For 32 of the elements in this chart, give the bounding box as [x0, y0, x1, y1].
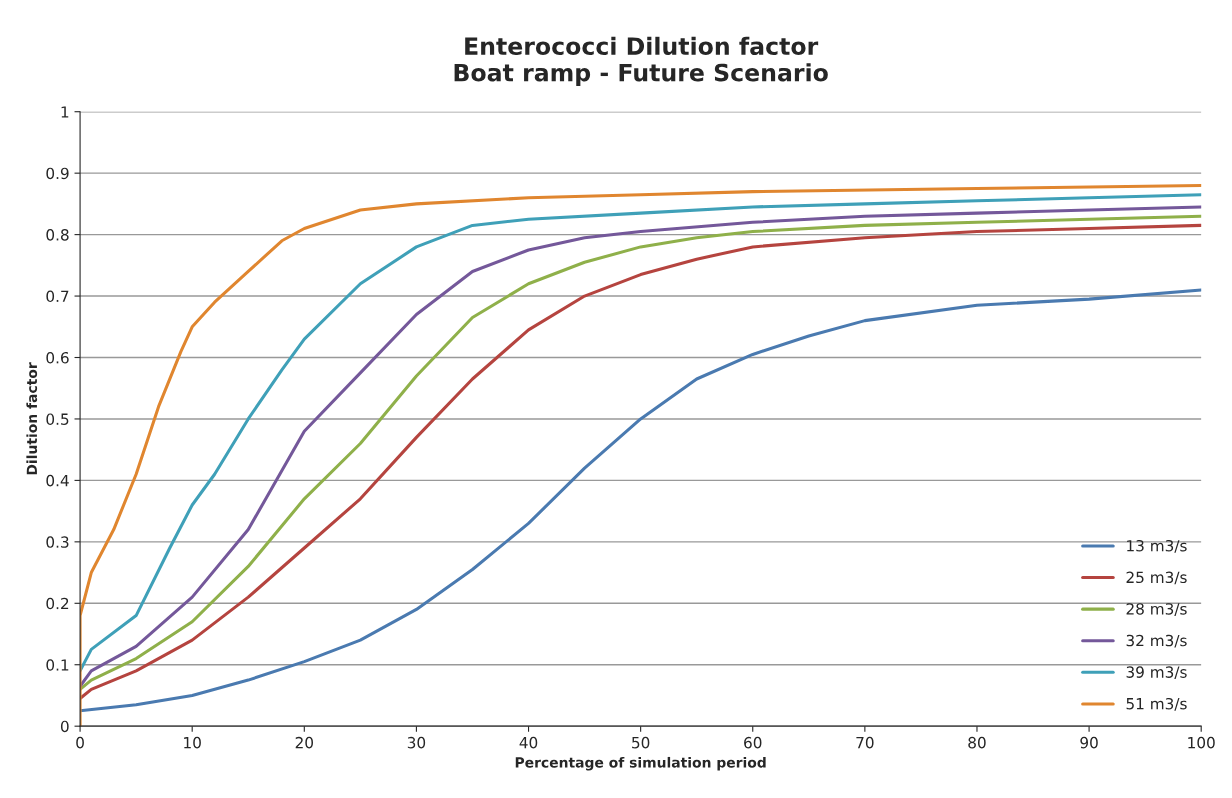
y-tick-label: 0.7: [46, 290, 69, 303]
y-tick-label: 0.1: [46, 659, 69, 671]
y-tick-label: 0: [60, 720, 69, 733]
legend-label: 25 m3/s: [1126, 571, 1187, 585]
x-tick-label: 90: [1080, 736, 1098, 749]
x-axis-title: Percentage of simulation period: [515, 756, 766, 771]
line-series: [80, 288, 1202, 713]
x-tick-label: 80: [968, 736, 986, 749]
legend-label: 28 m3/s: [1126, 603, 1187, 616]
chart-title: Enterococci Dilution factor Boat ramp - Future Scenario: [454, 36, 828, 87]
legend-label: 32 m3/s: [1126, 634, 1187, 648]
legend-label: 13 m3/s: [1127, 539, 1187, 553]
x-tick-label: 50: [632, 736, 650, 749]
legend-label: 51 m3/s: [1126, 697, 1187, 711]
y-tick-label: 1: [61, 106, 69, 118]
y-axis-title: Dilution factor: [26, 362, 38, 475]
y-tick-label: 0.6: [46, 351, 69, 364]
x-tick-label: 70: [856, 736, 874, 749]
y-tick-label: 0.9: [46, 167, 69, 180]
y-tick-label: 0.3: [46, 536, 69, 548]
x-tick-label: 20: [295, 736, 314, 749]
x-tick-label: 100: [1188, 736, 1215, 749]
y-tick-label: 0.5: [46, 413, 69, 425]
x-tick-label: 40: [519, 736, 538, 749]
legend-label: 39 m3/s: [1126, 666, 1187, 680]
x-tick-label: 60: [744, 736, 762, 749]
x-tick-label: 30: [407, 736, 426, 749]
x-tick-label: 0: [76, 736, 84, 749]
x-tick-label: 10: [184, 736, 201, 749]
y-tick-label: 0.8: [46, 229, 69, 241]
y-tick-label: 0.4: [46, 474, 69, 487]
y-tick-label: 0.2: [46, 597, 69, 610]
